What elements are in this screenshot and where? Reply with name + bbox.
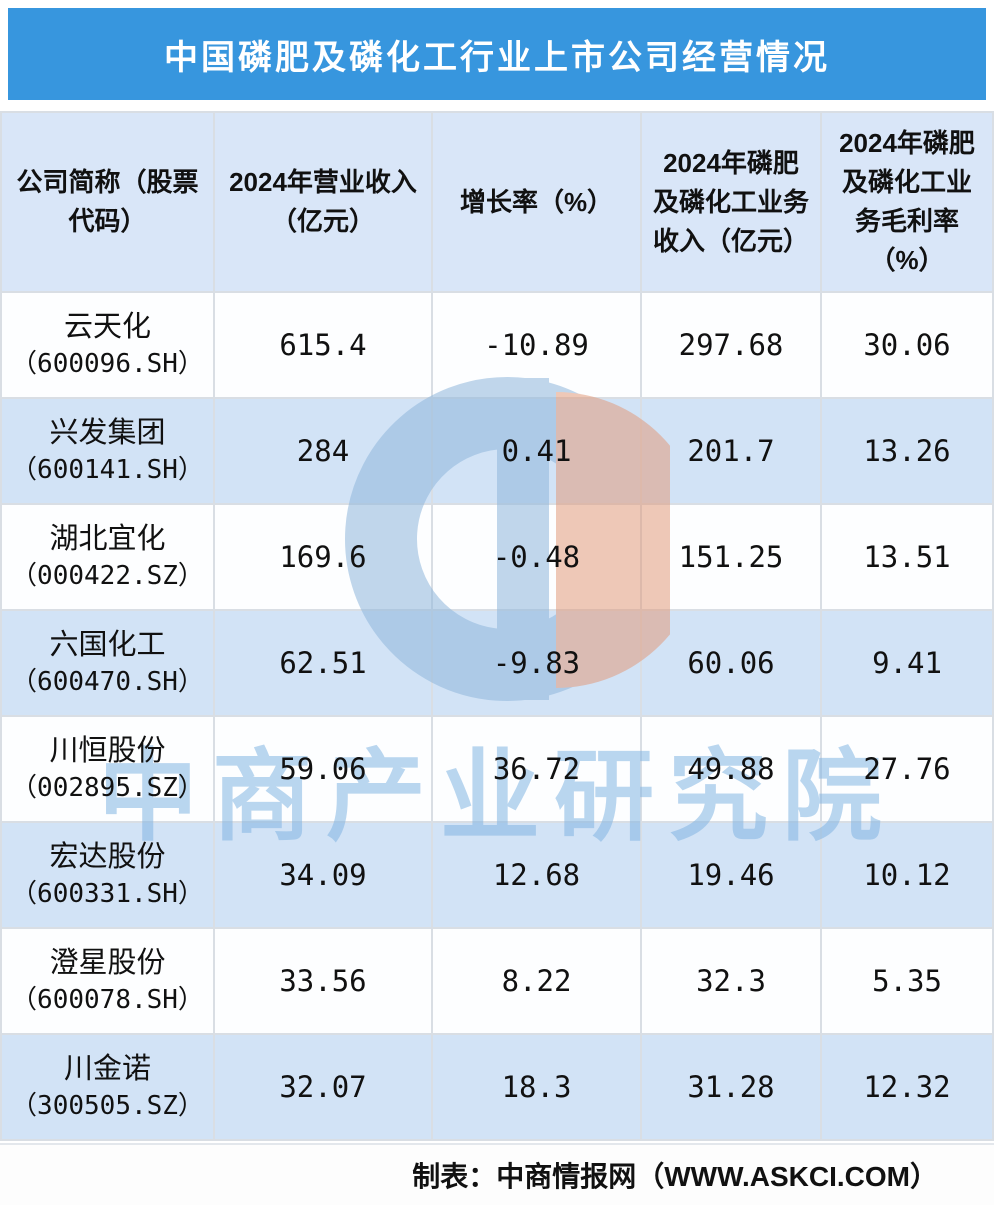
company-name: 六国化工 — [49, 628, 166, 661]
segment-revenue-cell: 32.3 — [642, 929, 820, 1033]
segment-revenue-cell: 201.7 — [642, 399, 820, 503]
revenue-cell: 33.56 — [215, 929, 431, 1033]
revenue-cell: 615.4 — [215, 293, 431, 397]
header-cell-segment-revenue: 2024年磷肥及磷化工业务收入（亿元） — [642, 113, 820, 291]
company-cell: 澄星股份 （600078.SH） — [2, 929, 213, 1033]
margin-cell: 12.32 — [822, 1035, 992, 1139]
company-name: 兴发集团 — [49, 416, 166, 449]
source-footer: 制表：中商情报网（WWW.ASKCI.COM） — [0, 1143, 994, 1205]
margin-cell: 30.06 — [822, 293, 992, 397]
stock-code: （600096.SH） — [11, 349, 204, 380]
growth-cell: 0.41 — [433, 399, 640, 503]
growth-cell: -0.48 — [433, 505, 640, 609]
growth-cell: 8.22 — [433, 929, 640, 1033]
revenue-cell: 59.06 — [215, 717, 431, 821]
header-cell-margin: 2024年磷肥及磷化工业务毛利率（%） — [822, 113, 992, 291]
growth-cell: -10.89 — [433, 293, 640, 397]
company-name: 澄星股份 — [49, 946, 166, 979]
margin-cell: 5.35 — [822, 929, 992, 1033]
stock-code: （300505.SZ） — [11, 1091, 204, 1122]
growth-cell: 36.72 — [433, 717, 640, 821]
stock-code: （600141.SH） — [11, 455, 204, 486]
stock-code: （600470.SH） — [11, 667, 204, 698]
revenue-cell: 32.07 — [215, 1035, 431, 1139]
company-cell: 六国化工 （600470.SH） — [2, 611, 213, 715]
segment-revenue-cell: 31.28 — [642, 1035, 820, 1139]
page-title: 中国磷肥及磷化工行业上市公司经营情况 — [8, 8, 986, 100]
stock-code: （002895.SZ） — [11, 773, 204, 804]
header-cell-company: 公司简称（股票代码） — [2, 113, 213, 291]
revenue-cell: 34.09 — [215, 823, 431, 927]
margin-cell: 13.51 — [822, 505, 992, 609]
margin-cell: 10.12 — [822, 823, 992, 927]
company-name: 川金诺 — [63, 1052, 151, 1085]
segment-revenue-cell: 19.46 — [642, 823, 820, 927]
revenue-cell: 284 — [215, 399, 431, 503]
segment-revenue-cell: 297.68 — [642, 293, 820, 397]
margin-cell: 27.76 — [822, 717, 992, 821]
company-name: 川恒股份 — [49, 734, 166, 767]
company-name: 宏达股份 — [49, 840, 166, 873]
margin-cell: 13.26 — [822, 399, 992, 503]
company-cell: 云天化 （600096.SH） — [2, 293, 213, 397]
header-cell-growth: 增长率（%） — [433, 113, 640, 291]
company-name: 湖北宜化 — [49, 522, 166, 555]
growth-cell: 18.3 — [433, 1035, 640, 1139]
source-text: 制表：中商情报网（WWW.ASKCI.COM） — [412, 1161, 938, 1192]
company-cell: 湖北宜化 （000422.SZ） — [2, 505, 213, 609]
revenue-cell: 62.51 — [215, 611, 431, 715]
segment-revenue-cell: 151.25 — [642, 505, 820, 609]
company-name: 云天化 — [63, 310, 151, 343]
stock-code: （600078.SH） — [11, 985, 204, 1016]
segment-revenue-cell: 49.88 — [642, 717, 820, 821]
growth-cell: 12.68 — [433, 823, 640, 927]
margin-cell: 9.41 — [822, 611, 992, 715]
company-cell: 川金诺 （300505.SZ） — [2, 1035, 213, 1139]
segment-revenue-cell: 60.06 — [642, 611, 820, 715]
revenue-cell: 169.6 — [215, 505, 431, 609]
company-cell: 兴发集团 （600141.SH） — [2, 399, 213, 503]
company-cell: 川恒股份 （002895.SZ） — [2, 717, 213, 821]
stock-code: （000422.SZ） — [11, 561, 204, 592]
header-cell-revenue: 2024年营业收入（亿元） — [215, 113, 431, 291]
growth-cell: -9.83 — [433, 611, 640, 715]
stock-code: （600331.SH） — [11, 879, 204, 910]
data-table: 公司简称（股票代码） 2024年营业收入（亿元） 增长率（%） 2024年磷肥及… — [0, 111, 994, 1141]
company-cell: 宏达股份 （600331.SH） — [2, 823, 213, 927]
